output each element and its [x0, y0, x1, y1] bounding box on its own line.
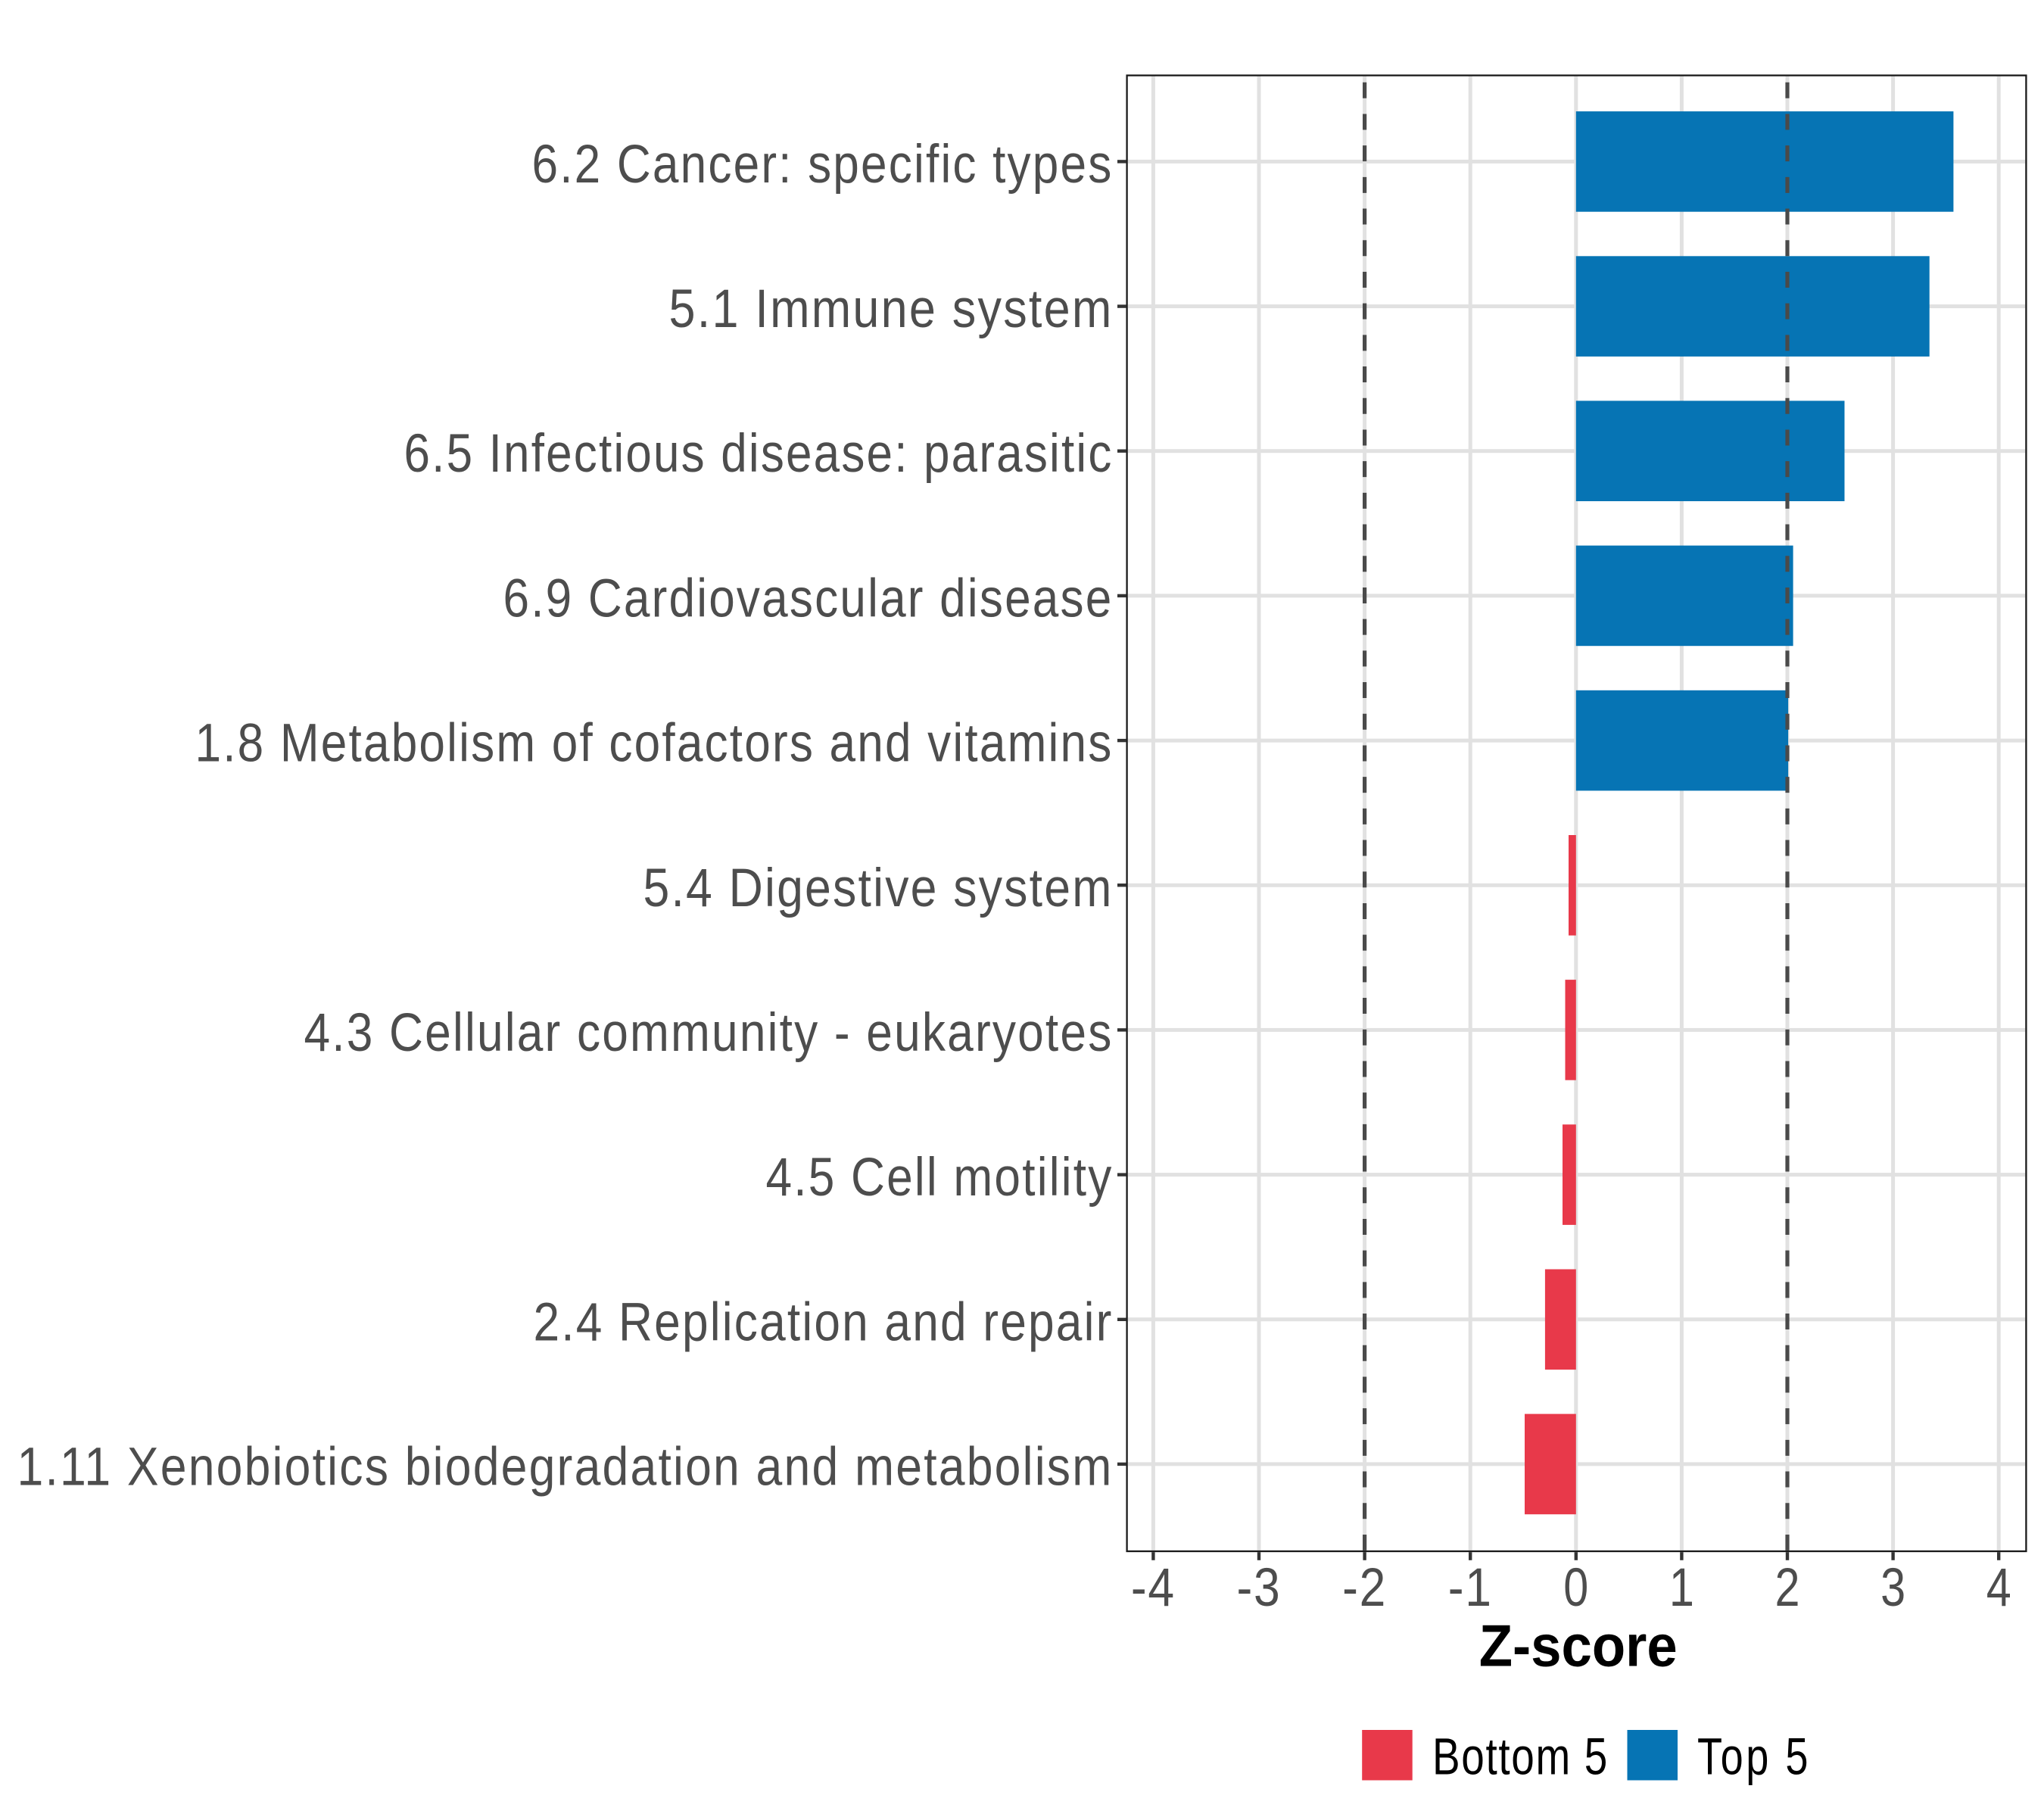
svg-text:4: 4 [1986, 1558, 2011, 1618]
svg-text:3: 3 [1880, 1558, 1905, 1618]
svg-text:0: 0 [1563, 1558, 1588, 1618]
svg-text:Bottom 5: Bottom 5 [1432, 1727, 1609, 1785]
svg-text:-1: -1 [1448, 1558, 1493, 1618]
svg-text:-3: -3 [1237, 1558, 1282, 1618]
svg-text:4.3 Cellular community - eukar: 4.3 Cellular community - eukaryotes [304, 1003, 1114, 1063]
svg-text:5.1 Immune system: 5.1 Immune system [669, 279, 1114, 339]
svg-text:6.2 Cancer: specific types: 6.2 Cancer: specific types [532, 135, 1114, 195]
svg-text:2: 2 [1775, 1558, 1800, 1618]
svg-text:Z-score: Z-score [1479, 1613, 1678, 1679]
svg-text:1: 1 [1669, 1558, 1694, 1618]
svg-text:6.5 Infectious disease: parasi: 6.5 Infectious disease: parasitic [404, 424, 1114, 484]
svg-text:-4: -4 [1131, 1558, 1176, 1618]
svg-text:5.4 Digestive system: 5.4 Digestive system [643, 859, 1114, 918]
svg-text:1.8 Metabolism of cofactors an: 1.8 Metabolism of cofactors and vitamins [195, 714, 1114, 774]
svg-text:4.5 Cell motility: 4.5 Cell motility [766, 1148, 1114, 1208]
svg-text:-2: -2 [1342, 1558, 1387, 1618]
svg-text:2.4 Replication and repair: 2.4 Replication and repair [534, 1292, 1114, 1352]
svg-text:Top 5: Top 5 [1697, 1727, 1811, 1785]
svg-text:1.11 Xenobiotics biodegradatio: 1.11 Xenobiotics biodegradation and meta… [17, 1437, 1114, 1497]
svg-text:6.9 Cardiovascular disease: 6.9 Cardiovascular disease [503, 569, 1114, 628]
